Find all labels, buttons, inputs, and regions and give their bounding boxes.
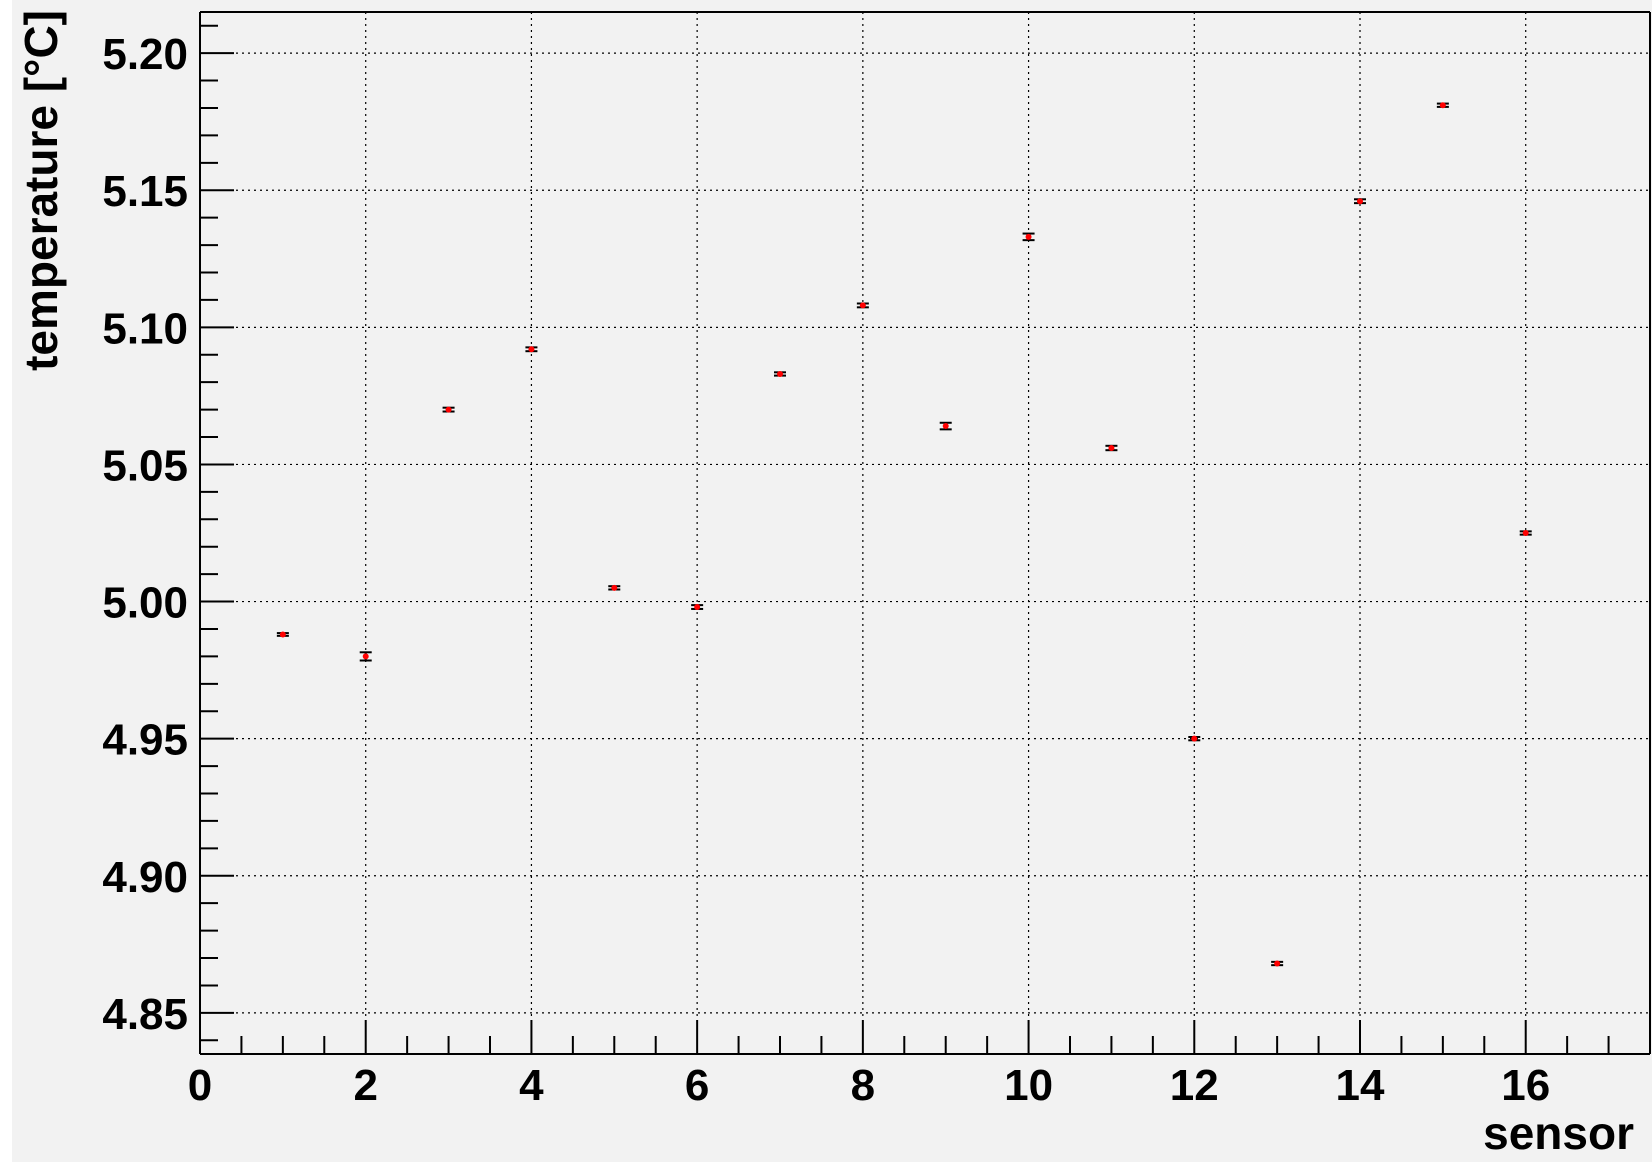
data-point xyxy=(691,604,704,611)
chart-canvas: 0 2 4 6 8 10 12 14 16 4.85 4.90 4.95 5.00 5.05 5.10 5.1… xyxy=(12,0,1652,1162)
data-point-marker xyxy=(1191,735,1198,742)
y-tick-label: 4.85 xyxy=(102,990,188,1039)
plot-frame-background xyxy=(200,12,1650,1054)
y-tick-label: 4.90 xyxy=(102,853,188,902)
data-point-marker xyxy=(1274,960,1281,967)
data-point xyxy=(359,651,372,662)
scatter-chart: 0 2 4 6 8 10 12 14 16 4.85 4.90 4.95 5.00 5.05 5.10 5.1… xyxy=(15,10,1651,1159)
data-point-marker xyxy=(611,584,618,591)
data-points xyxy=(276,102,1532,967)
y-tick-label: 5.10 xyxy=(102,304,188,353)
data-point xyxy=(774,370,786,377)
data-point-marker xyxy=(1439,102,1446,109)
data-point xyxy=(856,302,869,309)
data-point-marker xyxy=(362,653,369,660)
data-point-marker xyxy=(859,302,866,309)
data-point xyxy=(939,421,952,431)
x-tick-label: 16 xyxy=(1501,1061,1550,1110)
data-point xyxy=(276,631,289,638)
data-point-marker xyxy=(528,346,535,353)
data-point xyxy=(608,584,621,591)
x-tick-label: 4 xyxy=(519,1061,544,1110)
x-tick-label: 0 xyxy=(188,1061,212,1110)
y-tick-label: 4.95 xyxy=(102,716,188,765)
data-point xyxy=(1188,735,1201,742)
data-point-marker xyxy=(1025,233,1032,240)
data-point xyxy=(1436,102,1449,109)
data-point xyxy=(1519,530,1532,536)
x-tick-label: 14 xyxy=(1336,1061,1385,1110)
data-point xyxy=(1022,232,1035,242)
data-point-marker xyxy=(279,631,286,638)
data-point xyxy=(1354,198,1366,205)
data-point-marker xyxy=(1357,198,1363,205)
y-tick-label: 5.00 xyxy=(102,579,188,628)
data-point-marker xyxy=(694,604,701,611)
y-axis-label: temperature [°C] xyxy=(15,10,67,371)
tick-labels: 0 2 4 6 8 10 12 14 16 4.85 4.90 4.95 5.00 5.05 5.10 5.1… xyxy=(102,30,1550,1110)
x-tick-label: 6 xyxy=(685,1061,709,1110)
y-tick-label: 5.15 xyxy=(102,167,188,216)
x-tick-label: 10 xyxy=(1004,1061,1053,1110)
x-tick-label: 8 xyxy=(851,1061,875,1110)
data-point xyxy=(1271,960,1284,967)
y-tick-label: 5.05 xyxy=(102,441,188,490)
data-point-marker xyxy=(445,406,452,413)
axes xyxy=(199,11,1651,1055)
data-point xyxy=(1105,444,1118,452)
data-point xyxy=(442,406,455,413)
data-point-marker xyxy=(1522,530,1529,536)
y-tick-label: 5.20 xyxy=(102,30,188,79)
grid-lines xyxy=(200,12,1650,1054)
data-point-marker xyxy=(1108,444,1115,451)
data-point-marker xyxy=(942,423,949,430)
x-tick-label: 12 xyxy=(1170,1061,1219,1110)
x-axis-label: sensor xyxy=(1483,1107,1634,1159)
data-point-marker xyxy=(777,370,783,377)
data-point xyxy=(525,346,538,353)
x-tick-label: 2 xyxy=(353,1061,377,1110)
